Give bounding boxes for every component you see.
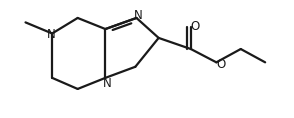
Text: N: N [47, 28, 55, 41]
Text: N: N [134, 9, 143, 22]
Text: O: O [216, 58, 225, 71]
Text: N: N [103, 77, 112, 90]
Text: O: O [191, 20, 200, 33]
